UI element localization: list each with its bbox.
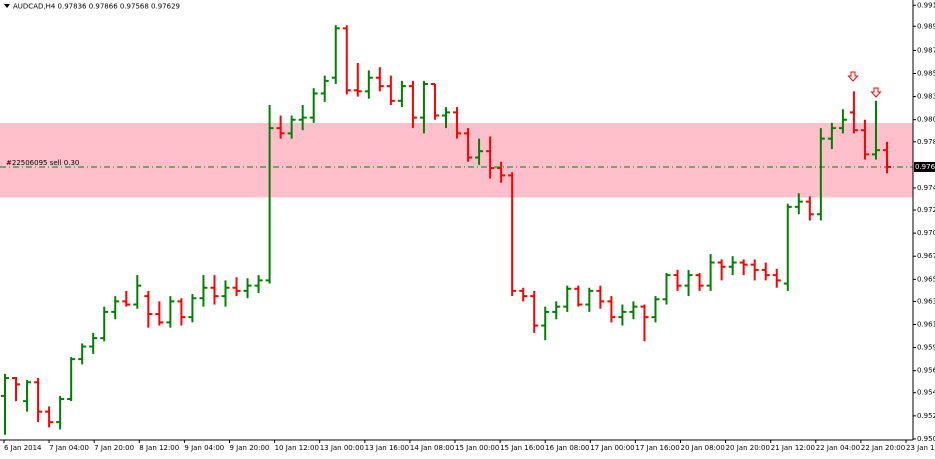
- y-tick-label: 0.9656: [917, 275, 935, 283]
- x-tick-label: 13 Jan 16:00: [365, 444, 409, 452]
- current-price-box: [914, 161, 935, 172]
- y-tick-label: 0.9613: [917, 320, 935, 328]
- x-tick-label: 17 Jan 00:00: [590, 444, 634, 452]
- y-tick-label: 0.9526: [917, 412, 935, 420]
- x-tick-label: 22 Jan 20:00: [861, 444, 905, 452]
- y-tick-label: 0.9897: [917, 22, 935, 30]
- x-tick-label: 7 Jan 20:00: [94, 444, 134, 452]
- x-tick-label: 7 Jan 04:00: [49, 444, 89, 452]
- y-tick-label: 0.9787: [917, 138, 935, 146]
- signal-arrow: [870, 87, 882, 98]
- x-tick-label: 21 Jan 12:00: [771, 444, 815, 452]
- signal-arrow: [847, 71, 859, 82]
- current-price-label: 0.9763: [915, 163, 935, 171]
- y-tick-label: 0.9678: [917, 252, 935, 260]
- x-tick-label: 16 Jan 08:00: [545, 444, 589, 452]
- x-tick-label: 15 Jan 00:00: [455, 444, 499, 452]
- x-tick-label: 6 Jan 2014: [4, 444, 42, 452]
- x-tick-label: 20 Jan 20:00: [726, 444, 770, 452]
- x-tick-label: 20 Jan 08:00: [681, 444, 725, 452]
- x-tick-label: 23 Jan 12:00: [906, 444, 935, 452]
- x-tick-label: 17 Jan 16:00: [635, 444, 679, 452]
- y-tick-label: 0.9722: [917, 206, 935, 214]
- bars-layer: [1, 25, 891, 435]
- y-tick-label: 0.9808: [917, 116, 935, 124]
- chart-title: AUDCAD,H4 0.97836 0.97866 0.97568 0.9762…: [13, 3, 180, 11]
- y-tick-label: 0.9591: [917, 344, 935, 352]
- order-label: #22506095 sell 0.30: [6, 159, 79, 167]
- x-tick-label: 15 Jan 16:00: [500, 444, 544, 452]
- x-tick-label: 22 Jan 04:00: [816, 444, 860, 452]
- menu-triangle: [4, 4, 10, 8]
- x-tick-label: 9 Jan 20:00: [230, 444, 270, 452]
- y-tick-label: 0.9548: [917, 389, 935, 397]
- y-tick-label: 0.9635: [917, 297, 935, 305]
- y-tick-label: 0.9874: [917, 46, 935, 54]
- x-tick-label: 9 Jan 04:00: [184, 444, 224, 452]
- x-tick-label: 8 Jan 12:00: [139, 444, 179, 452]
- y-tick-label: 0.9852: [917, 70, 935, 78]
- y-tick-label: 0.9504: [917, 435, 935, 443]
- x-tick-label: 14 Jan 08:00: [410, 444, 454, 452]
- x-tick-label: 13 Jan 00:00: [320, 444, 364, 452]
- x-tick-label: 10 Jan 12:00: [275, 444, 319, 452]
- y-tick-label: 0.9917: [917, 1, 935, 9]
- y-tick-label: 0.9569: [917, 367, 935, 375]
- y-tick-label: 0.9743: [917, 184, 935, 192]
